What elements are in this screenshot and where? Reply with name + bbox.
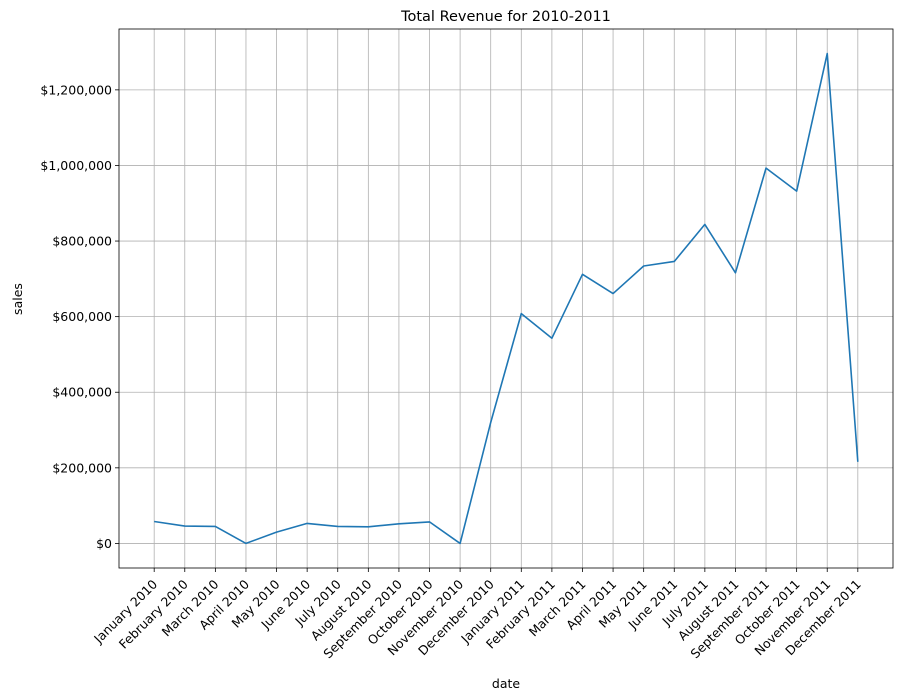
- series-layer: [154, 52, 859, 545]
- series-line: [154, 52, 859, 545]
- y-tick-label: $200,000: [52, 460, 112, 475]
- plot-area: [118, 28, 894, 569]
- y-tick-label: $400,000: [52, 385, 112, 400]
- chart-title: Total Revenue for 2010-2011: [400, 9, 611, 25]
- y-tick-label: $1,200,000: [40, 82, 112, 97]
- x-axis-label: date: [492, 676, 520, 691]
- y-tick-label: $1,000,000: [40, 158, 112, 173]
- grid-lines: [119, 29, 893, 568]
- y-tick-label: $0: [96, 536, 112, 551]
- y-tick-label: $600,000: [52, 309, 112, 324]
- y-axis-label: sales: [10, 283, 25, 315]
- y-tick-label: $800,000: [52, 234, 112, 249]
- y-axis: $0 $200,000 $400,000 $600,000 $800,000 $1,000…: [40, 82, 119, 551]
